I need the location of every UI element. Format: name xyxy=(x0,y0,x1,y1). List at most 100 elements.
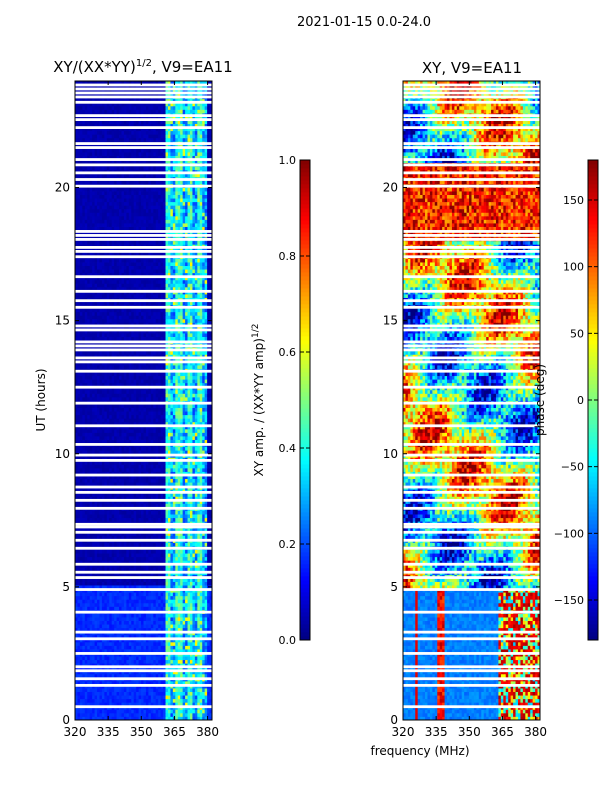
heatmap-cell xyxy=(197,446,201,451)
heatmap-cell xyxy=(82,688,86,692)
heatmap-cell xyxy=(114,467,117,472)
heatmap-cell xyxy=(104,709,108,714)
heatmap-cell xyxy=(165,649,169,653)
heatmap-cell xyxy=(109,404,113,408)
heatmap-cell xyxy=(148,691,152,696)
heatmap-cell xyxy=(116,709,120,714)
heatmap-cell xyxy=(165,556,169,561)
heatmap-cell xyxy=(114,602,117,607)
heatmap-cell xyxy=(194,627,198,632)
heatmap-cell xyxy=(94,663,98,668)
heatmap-cell xyxy=(82,460,86,465)
heatmap-cell xyxy=(172,680,176,685)
heatmap-cell xyxy=(194,514,198,519)
heatmap-cell xyxy=(87,599,91,604)
heatmap-cell xyxy=(155,592,159,597)
heatmap-cell xyxy=(209,688,213,692)
heatmap-cell xyxy=(167,517,171,522)
heatmap-cell xyxy=(101,649,105,653)
heatmap-cell xyxy=(87,556,91,561)
heatmap-cell xyxy=(172,645,176,650)
heatmap-cell xyxy=(160,411,164,416)
heatmap-cell xyxy=(136,460,140,465)
heatmap-cell xyxy=(138,599,142,604)
heatmap-cell xyxy=(197,617,201,621)
heatmap-cell xyxy=(145,698,149,703)
heatmap-cell xyxy=(192,475,196,479)
heatmap-cell xyxy=(119,712,122,717)
heatmap-cell xyxy=(106,606,110,611)
heatmap-cell xyxy=(101,620,105,625)
heatmap-cell xyxy=(187,656,191,661)
heatmap-cell xyxy=(133,492,137,497)
heatmap-cell xyxy=(109,638,113,643)
heatmap-cell xyxy=(104,578,108,582)
heatmap-cell xyxy=(128,467,132,472)
heatmap-cell xyxy=(160,712,164,717)
heatmap-cell xyxy=(126,553,130,558)
heatmap-cell xyxy=(167,439,171,444)
heatmap-cell xyxy=(204,578,208,582)
heatmap-cell xyxy=(150,482,154,487)
heatmap-cell xyxy=(189,411,193,416)
heatmap-cell xyxy=(128,585,132,590)
heatmap-cell xyxy=(167,432,171,437)
heatmap-cell xyxy=(165,599,169,604)
heatmap-cell xyxy=(136,414,140,419)
heatmap-cell xyxy=(153,535,157,540)
heatmap-cell xyxy=(177,624,181,629)
heatmap-cell xyxy=(194,404,198,408)
heatmap-cell xyxy=(194,492,198,497)
heatmap-cell xyxy=(199,680,203,685)
heatmap-cell xyxy=(79,556,83,561)
heatmap-cell xyxy=(136,627,140,632)
heatmap-cell xyxy=(165,496,169,501)
heatmap-cell xyxy=(148,670,152,675)
heatmap-cell xyxy=(84,595,88,600)
heatmap-cell xyxy=(128,542,132,547)
heatmap-cell xyxy=(207,411,210,416)
heatmap-cell xyxy=(185,450,188,455)
heatmap-cell xyxy=(187,663,191,668)
heatmap-cell xyxy=(106,638,110,643)
heatmap-cell xyxy=(194,542,198,547)
heatmap-cell xyxy=(153,460,157,465)
heatmap-cell xyxy=(165,680,169,685)
heatmap-cell xyxy=(189,492,193,497)
heatmap-cell xyxy=(192,656,196,661)
heatmap-cell xyxy=(133,428,137,433)
heatmap-cell xyxy=(143,695,147,700)
heatmap-cell xyxy=(126,418,130,423)
heatmap-cell xyxy=(128,670,132,675)
heatmap-cell xyxy=(123,556,127,561)
heatmap-cell xyxy=(77,599,81,604)
heatmap-cell xyxy=(119,499,122,504)
heatmap-cell xyxy=(163,656,166,661)
heatmap-cell xyxy=(158,613,162,618)
heatmap-cell xyxy=(121,680,125,685)
heatmap-cell xyxy=(94,407,98,412)
heatmap-cell xyxy=(150,556,154,561)
heatmap-cell xyxy=(199,425,203,430)
heatmap-cell xyxy=(180,599,184,604)
heatmap-cell xyxy=(192,428,196,433)
heatmap-cell xyxy=(94,411,98,416)
heatmap-cell xyxy=(75,446,78,451)
heatmap-cell xyxy=(92,428,95,433)
heatmap-cell xyxy=(204,428,208,433)
heatmap-cell xyxy=(84,663,88,668)
heatmap-cell xyxy=(167,464,171,469)
heatmap-cell xyxy=(197,695,201,700)
heatmap-cell xyxy=(106,691,110,696)
heatmap-cell xyxy=(94,702,98,707)
heatmap-cell xyxy=(87,475,91,479)
heatmap-cell xyxy=(136,666,140,671)
heatmap-cell xyxy=(119,578,122,582)
heatmap-cell xyxy=(175,475,179,479)
heatmap-cell xyxy=(204,478,208,483)
heatmap-cell xyxy=(126,613,130,618)
heatmap-cell xyxy=(143,556,147,561)
heatmap-cell xyxy=(172,691,176,696)
heatmap-cell xyxy=(101,514,105,519)
heatmap-cell xyxy=(75,638,78,643)
